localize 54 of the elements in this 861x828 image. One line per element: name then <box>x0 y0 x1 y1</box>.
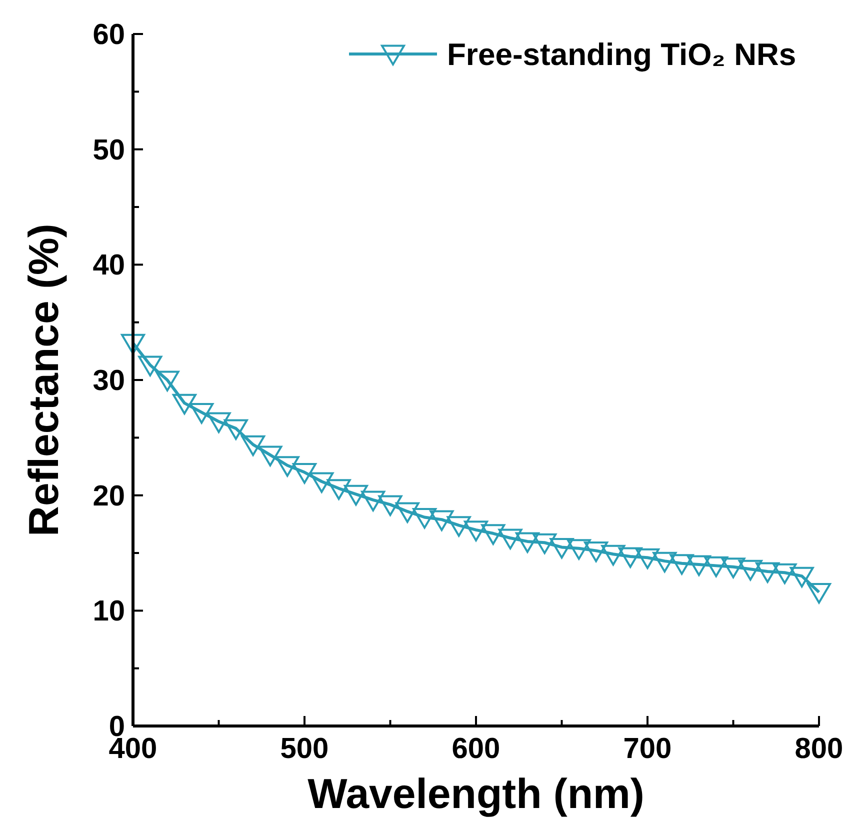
point <box>446 516 471 537</box>
point <box>224 419 248 440</box>
x-tick-label: 500 <box>280 733 329 765</box>
point <box>430 510 454 532</box>
point <box>636 548 660 570</box>
y-tick-label: 60 <box>92 19 125 51</box>
point <box>686 555 711 576</box>
point <box>361 490 386 512</box>
point <box>258 446 282 466</box>
point <box>584 541 608 562</box>
point <box>652 552 677 573</box>
point <box>206 412 231 433</box>
point <box>275 456 300 477</box>
point <box>721 558 746 578</box>
y-tick-label: 40 <box>92 250 125 282</box>
point <box>601 544 626 566</box>
point <box>772 563 797 584</box>
legend-label: Free-standing TiO₂ NRs <box>447 37 796 72</box>
point <box>807 582 831 604</box>
point <box>532 533 557 554</box>
point <box>566 539 591 560</box>
point <box>756 562 780 583</box>
point <box>481 524 506 545</box>
point <box>344 484 368 506</box>
point <box>550 538 574 559</box>
point <box>292 463 316 484</box>
point <box>395 502 420 523</box>
y-axis-title: Reflectance (%) <box>20 224 67 536</box>
y-tick-label: 50 <box>92 134 125 166</box>
x-tick-label: 600 <box>452 733 500 765</box>
point <box>310 472 334 493</box>
point <box>704 556 728 578</box>
point <box>738 560 762 581</box>
point <box>378 495 402 516</box>
point <box>190 403 214 424</box>
point <box>515 532 540 553</box>
point <box>670 554 694 575</box>
y-tick-label: 20 <box>92 480 125 512</box>
y-tick-label: 30 <box>92 365 125 397</box>
x-axis-title: Wavelength (nm) <box>308 770 644 817</box>
x-tick-label: 800 <box>794 733 844 765</box>
point <box>412 508 437 529</box>
point <box>464 520 488 542</box>
point <box>155 370 180 392</box>
point <box>138 356 162 376</box>
point <box>326 479 351 500</box>
y-tick-label: 10 <box>92 596 125 628</box>
point <box>241 435 266 456</box>
x-tick-label: 700 <box>623 733 672 765</box>
point <box>618 547 642 568</box>
point <box>172 394 196 415</box>
point <box>790 566 814 588</box>
point <box>121 334 145 355</box>
point <box>498 528 522 550</box>
